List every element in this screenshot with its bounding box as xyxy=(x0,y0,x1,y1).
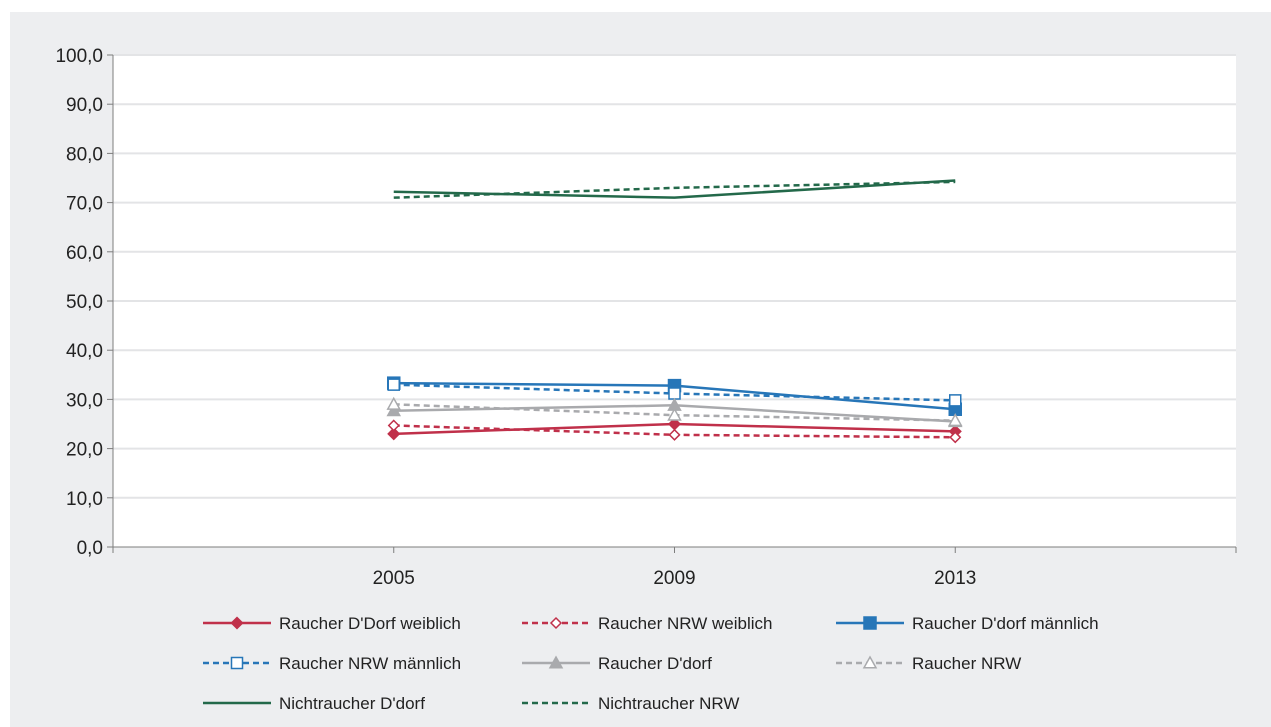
y-tick-label: 40,0 xyxy=(66,341,103,362)
data-point xyxy=(668,428,681,441)
series-group xyxy=(386,179,963,444)
legend-label: Raucher D'dorf xyxy=(598,654,712,673)
legend-item: Raucher NRW weiblich xyxy=(522,614,772,633)
legend-label: Nichtraucher D'dorf xyxy=(279,694,425,713)
y-tick-label: 100,0 xyxy=(55,46,103,67)
y-tick-label: 50,0 xyxy=(66,292,103,313)
data-point xyxy=(667,407,682,421)
legend-item: Raucher NRW xyxy=(836,654,1021,673)
legend-marker xyxy=(549,616,563,630)
y-tick-label: 60,0 xyxy=(66,243,103,264)
legend: Raucher D'Dorf weiblich Raucher NRW weibl… xyxy=(203,614,1099,713)
legend-label: Raucher NRW xyxy=(912,654,1021,673)
data-point xyxy=(668,387,681,400)
series-line xyxy=(393,180,956,199)
data-point xyxy=(387,427,401,441)
legend-item: Nichtraucher D'dorf xyxy=(203,694,425,713)
legend-item: Raucher NRW männlich xyxy=(203,654,461,673)
legend-label: Raucher D'Dorf weiblich xyxy=(279,614,461,633)
legend-marker xyxy=(548,655,564,669)
data-point xyxy=(386,403,402,417)
legend-label: Raucher NRW männlich xyxy=(279,654,461,673)
axes xyxy=(107,54,1237,553)
data-point xyxy=(949,394,962,407)
y-tick-label: 0,0 xyxy=(77,538,103,559)
y-tick-label: 10,0 xyxy=(66,489,103,510)
data-point xyxy=(387,419,400,432)
legend-marker xyxy=(230,616,244,630)
data-point xyxy=(386,396,402,410)
legend-marker xyxy=(862,655,878,669)
y-tick-label: 90,0 xyxy=(66,95,103,116)
legend-label: Raucher D'dorf männlich xyxy=(912,614,1099,633)
x-tick-label: 2013 xyxy=(934,568,976,589)
legend-label: Raucher NRW weiblich xyxy=(598,614,772,633)
legend-item: Raucher D'Dorf weiblich xyxy=(203,614,461,633)
y-tick-label: 20,0 xyxy=(66,440,103,461)
legend-marker xyxy=(230,656,244,670)
y-tick-label: 30,0 xyxy=(66,390,103,411)
legend-item: Nichtraucher NRW xyxy=(522,694,739,713)
legend-item: Raucher D'dorf männlich xyxy=(836,614,1099,633)
y-tick-labels: 0,0 10,0 20,0 30,0 40,0 50,0 60,0 70,0 80,0 90,0 1… xyxy=(55,46,103,559)
x-tick-label: 2009 xyxy=(653,568,695,589)
data-point xyxy=(949,431,962,444)
data-point xyxy=(387,378,400,391)
legend-marker xyxy=(863,616,877,630)
x-tick-label: 2005 xyxy=(373,568,415,589)
legend-item: Raucher D'dorf xyxy=(522,654,712,673)
data-point xyxy=(947,413,963,427)
x-tick-labels: 2005 2009 2013 xyxy=(373,568,977,589)
y-tick-label: 80,0 xyxy=(66,144,103,165)
top-strip xyxy=(0,0,1271,12)
legend-label: Nichtraucher NRW xyxy=(598,694,739,713)
y-tick-label: 70,0 xyxy=(66,194,103,215)
